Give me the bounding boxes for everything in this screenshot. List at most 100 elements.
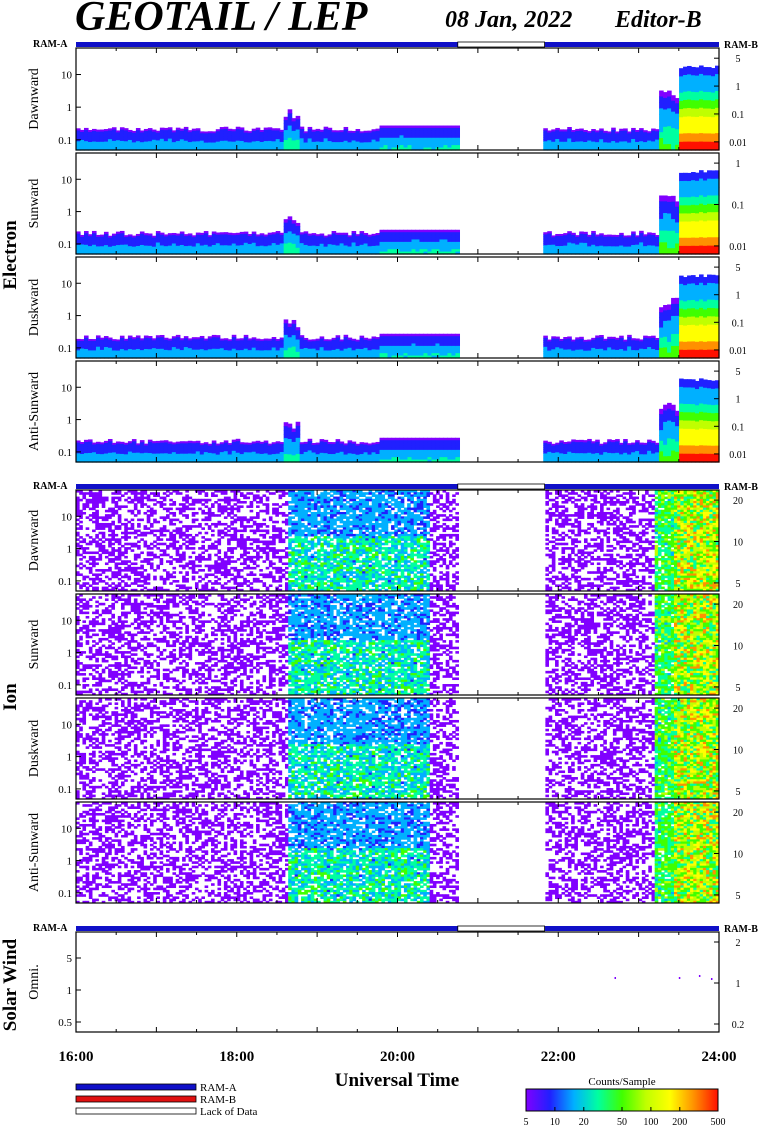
panel-ylabel: Omni. (27, 964, 42, 999)
y-tick-label: 1 (67, 207, 73, 219)
y-tick-label: 1 (67, 752, 73, 764)
y-right-tick-label: 0.01 (729, 450, 747, 461)
spectrogram-figure: GEOTAIL / LEP 08 Jan, 2022 Editor-B RAM-… (0, 0, 762, 1128)
y-tick-label: 10 (61, 174, 73, 186)
panel-groups: RAM-A RAM-B 10 1 0.1 5 1 0.1 0.01 Dawnward 10 1 0.1 1… (0, 39, 758, 1032)
panel-group: RAM-A RAM-B1010.120105Dawnward1010.120105… (0, 481, 758, 903)
group-label: Electron (0, 220, 21, 290)
panel-group: RAM-A RAM-B 10 1 0.1 5 1 0.1 0.01 Dawnward 10 1 0.1 1… (0, 39, 758, 463)
mode-bar-lack-segment (458, 484, 545, 489)
legend-label: RAM-B (200, 1094, 236, 1106)
y-tick-label: 10 (61, 70, 73, 82)
colorbar-tick-label: 500 (711, 1117, 726, 1128)
y-tick-label: 1 (67, 311, 73, 323)
y-tick-label: 10 (61, 719, 73, 731)
spectrogram-cells (76, 170, 720, 254)
y-tick-label: 1 (67, 856, 73, 868)
y-right-tick-label: 0.01 (729, 138, 747, 149)
y-tick-label: 0.1 (58, 343, 72, 355)
y-right-tick-label: 10 (733, 642, 743, 653)
y-tick-label: 0.1 (58, 784, 72, 796)
mode-bar (76, 484, 719, 489)
y-tick-label: 10 (61, 382, 73, 394)
y-right-tick-label: 20 (733, 704, 743, 715)
y-right-tick-label: 2 (736, 938, 741, 949)
y-tick-label: 1 (67, 415, 73, 427)
y-right-tick-label: 5 (736, 367, 741, 378)
y-right-tick-label: 10 (733, 746, 743, 757)
y-right-tick-label: 1 (736, 82, 741, 93)
mode-bar-ram-a-segment (545, 484, 719, 489)
y-right-tick-label: 5 (736, 54, 741, 65)
y-right-tick-label: 1 (736, 291, 741, 302)
group-label: Solar Wind (0, 938, 21, 1031)
y-tick-label: 0.1 (58, 135, 72, 147)
spectrogram-cells (76, 490, 719, 591)
y-right-tick-label: 0.1 (732, 110, 745, 121)
date-title: 08 Jan, 2022 (445, 7, 572, 33)
y-right-tick-label: 0.01 (729, 242, 747, 253)
y-right-tick-label: 20 (733, 496, 743, 507)
x-axis-label: Universal Time (335, 1070, 459, 1091)
mode-bar (76, 926, 719, 931)
y-right-tick-label: 10 (733, 538, 743, 549)
y-tick-label: 5 (67, 953, 73, 965)
colorbar-tick-label: 5 (524, 1117, 529, 1128)
spectrogram-cells (615, 975, 713, 980)
colorbar-tick-label: 100 (643, 1117, 658, 1128)
panel-ylabel: Anti-Sunward (27, 372, 42, 451)
y-tick-label: 0.1 (58, 680, 72, 692)
x-tick-label: 20:00 (380, 1049, 415, 1065)
y-right-tick-label: 5 (736, 579, 741, 590)
mode-bar-left-label: RAM-A (33, 39, 68, 50)
y-tick-label: 0.5 (58, 1017, 72, 1029)
y-tick-label: 0.1 (58, 576, 72, 588)
y-tick-label: 0.1 (58, 447, 72, 459)
mode-bar-ram-a-segment (76, 42, 458, 47)
y-right-tick-label: 5 (736, 263, 741, 274)
mode-bar-right-label: RAM-B (724, 40, 758, 51)
colorbar-tick-label: 20 (579, 1117, 589, 1128)
panel-ylabel: Duskward (27, 720, 42, 778)
y-tick-label: 10 (61, 823, 73, 835)
spectrogram-cells (76, 698, 719, 799)
y-right-tick-label: 5 (736, 891, 741, 902)
panel-ylabel: Dawnward (27, 68, 42, 129)
y-tick-label: 1 (67, 985, 73, 997)
mode-bar-left-label: RAM-A (33, 923, 68, 934)
colorbar-tick-label: 200 (672, 1117, 687, 1128)
main-title: GEOTAIL / LEP (75, 0, 368, 40)
panel-frame (76, 932, 719, 1032)
colorbar-tick-label: 10 (550, 1117, 560, 1128)
y-right-tick-label: 0.01 (729, 346, 747, 357)
mode-bar-ram-a-segment (545, 926, 719, 931)
legend-swatch (76, 1108, 196, 1114)
y-tick-label: 10 (61, 278, 73, 290)
mode-bar-right-label: RAM-B (724, 924, 758, 935)
x-tick-label: 16:00 (59, 1049, 94, 1065)
mode-bar (76, 42, 719, 47)
colorbar-title: Counts/Sample (588, 1076, 655, 1088)
spectrogram-cells (76, 274, 720, 358)
y-tick-label: 0.1 (58, 239, 72, 251)
mode-bar-lack-segment (458, 926, 545, 931)
mode-bar-ram-a-segment (545, 42, 719, 47)
legend-label: RAM-A (200, 1082, 237, 1094)
editor-title: Editor-B (614, 7, 702, 33)
spectrogram-cells (76, 594, 719, 695)
y-tick-label: 0.1 (58, 888, 72, 900)
group-label: Ion (0, 683, 21, 711)
panel-ylabel: Anti-Sunward (27, 813, 42, 892)
y-right-tick-label: 1 (736, 979, 741, 990)
y-right-tick-label: 20 (733, 600, 743, 611)
y-right-tick-label: 20 (733, 808, 743, 819)
